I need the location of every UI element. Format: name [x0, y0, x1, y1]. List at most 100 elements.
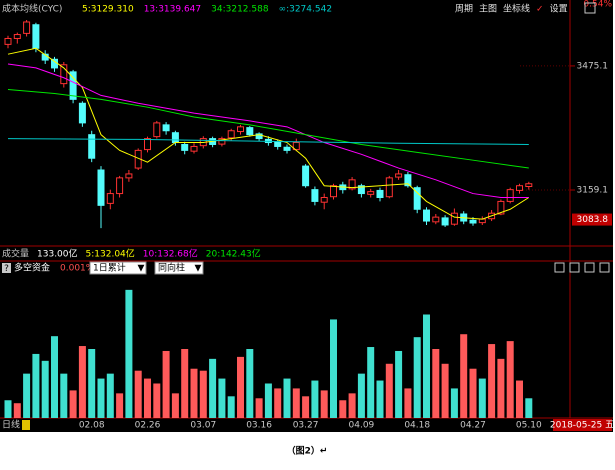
bar: [320, 390, 328, 418]
candle-body: [227, 130, 235, 139]
bar: [385, 363, 393, 418]
x-tick-label: 02.08: [79, 421, 105, 431]
candle-body: [181, 143, 189, 151]
last-price-label: 3083.8: [577, 215, 609, 225]
bar: [525, 398, 533, 418]
bar: [357, 373, 365, 418]
dropdown[interactable]: [154, 261, 204, 275]
candle-body: [255, 133, 263, 140]
bar: [199, 370, 207, 418]
bar: [209, 358, 217, 418]
bar: [23, 373, 31, 418]
volume-info: 10:132.68亿: [143, 248, 198, 260]
panel-icon[interactable]: [554, 262, 565, 273]
menu-item[interactable]: 主图: [479, 3, 497, 15]
candle-body: [162, 124, 170, 132]
bar: [460, 334, 468, 418]
bar: [506, 341, 514, 418]
candle-body: [69, 71, 77, 100]
candle-body: [395, 173, 403, 178]
panel-icon[interactable]: [569, 262, 580, 273]
dropdown-label: 1日累计: [93, 262, 126, 274]
bar: [218, 378, 226, 418]
bar: [376, 380, 384, 418]
bar: [404, 388, 412, 418]
bar: [190, 368, 198, 418]
menu-icon[interactable]: [584, 2, 596, 14]
bar: [311, 380, 319, 418]
legend-entry: 34:3212.588: [211, 5, 269, 15]
bar: [237, 356, 244, 418]
bar: [125, 289, 133, 418]
candle-body: [423, 209, 430, 222]
candle-body: [51, 58, 58, 69]
indicator-title: 成本均线(CYC): [2, 3, 62, 15]
candle-body: [302, 165, 310, 187]
menu-item[interactable]: 设置: [550, 4, 568, 15]
candle-body: [190, 145, 198, 152]
bar: [488, 344, 496, 418]
bar: [302, 396, 310, 418]
candle-body: [357, 185, 365, 195]
x-tick-label: 04.18: [404, 421, 430, 431]
candle-body: [506, 189, 514, 202]
bar: [144, 378, 151, 418]
bar: [4, 400, 12, 418]
candle-body: [32, 24, 40, 49]
bar: [69, 390, 77, 418]
corner-label: 0.54%: [583, 0, 612, 10]
dropdown[interactable]: [89, 261, 147, 275]
x-tick-label: 02.26: [135, 421, 161, 431]
candle-body: [237, 126, 244, 133]
candle-body: [144, 138, 151, 151]
volume-info: 成交量: [2, 248, 29, 260]
bar: [469, 368, 477, 418]
volume-info: 5:132.04亿: [86, 248, 135, 260]
bar: [432, 349, 440, 418]
candle-body: [367, 191, 375, 195]
candle-body: [516, 185, 523, 191]
help-icon[interactable]: [2, 263, 11, 273]
x-tick-label: 03.27: [293, 421, 319, 431]
ma-line: [7, 63, 529, 198]
bar: [348, 393, 356, 418]
bar: [423, 314, 430, 418]
candle-body: [171, 132, 179, 144]
candle-body: [497, 200, 505, 215]
candle-body: [4, 37, 12, 45]
candle-body: [469, 219, 477, 224]
last-price-box: [572, 213, 612, 226]
menu-item[interactable]: 周期: [455, 4, 473, 15]
legend-entry: ∞:3274.542: [279, 5, 332, 15]
x-tick-label: 04.09: [349, 421, 375, 431]
panel-icon[interactable]: [584, 262, 595, 273]
candle-body: [283, 146, 291, 151]
x-tick-label: 05.10: [516, 421, 542, 431]
menu-item[interactable]: ✓: [536, 5, 544, 15]
panel-title: 多空资金: [14, 262, 50, 274]
bar: [413, 337, 421, 418]
bar: [283, 378, 291, 418]
dropdown-arrow: ▼: [195, 264, 202, 274]
help-icon-glyph: ?: [4, 264, 9, 274]
bar: [171, 393, 179, 418]
volume-info: 133.00亿: [37, 248, 78, 260]
period-icon: [22, 420, 30, 430]
bar: [32, 353, 40, 418]
bar: [106, 373, 114, 418]
bar: [116, 393, 124, 418]
bar: [367, 347, 375, 418]
x-tick-label: 03.07: [190, 421, 216, 431]
candle-body: [292, 142, 300, 151]
bar: [78, 346, 86, 418]
candle-body: [348, 179, 356, 190]
menu-item[interactable]: 坐标线: [503, 3, 530, 15]
candle-body: [441, 217, 449, 226]
bar: [88, 349, 96, 418]
bar: [339, 400, 347, 418]
candle-body: [525, 183, 533, 187]
panel-icon[interactable]: [599, 262, 610, 273]
ma-line: [7, 47, 530, 220]
bar: [60, 373, 68, 418]
bar: [497, 358, 505, 418]
